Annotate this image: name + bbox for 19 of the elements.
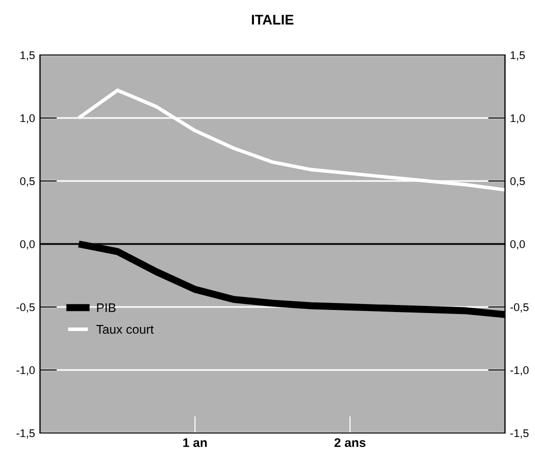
- y2-tick-label: 0,5: [510, 177, 525, 186]
- y-tick-label: 1,0: [20, 114, 35, 124]
- y2-tick-label: -1,0: [510, 366, 529, 376]
- y2-tick-label: 1,5: [510, 51, 525, 60]
- legend-label: Taux court: [96, 325, 154, 334]
- y2-tick-label: -1,5: [510, 429, 529, 438]
- y-tick-label: 0,0: [20, 240, 35, 250]
- y2-tick-label: 1,0: [510, 114, 525, 124]
- y2-tick-label: 0,0: [510, 240, 525, 250]
- x-tick-label: 2 ans: [334, 438, 366, 448]
- y2-tick-label: -0,5: [510, 303, 529, 312]
- chart-title: ITALIE: [252, 14, 294, 24]
- y-tick-label: -0,5: [16, 303, 35, 312]
- y-tick-label: 0,5: [20, 177, 35, 186]
- legend-label: PIB: [97, 303, 116, 312]
- x-tick-label: 1 an: [183, 438, 207, 448]
- y-tick-label: -1,0: [16, 366, 35, 376]
- y-tick-label: -1,5: [16, 429, 35, 438]
- y-tick-label: 1,5: [20, 51, 35, 60]
